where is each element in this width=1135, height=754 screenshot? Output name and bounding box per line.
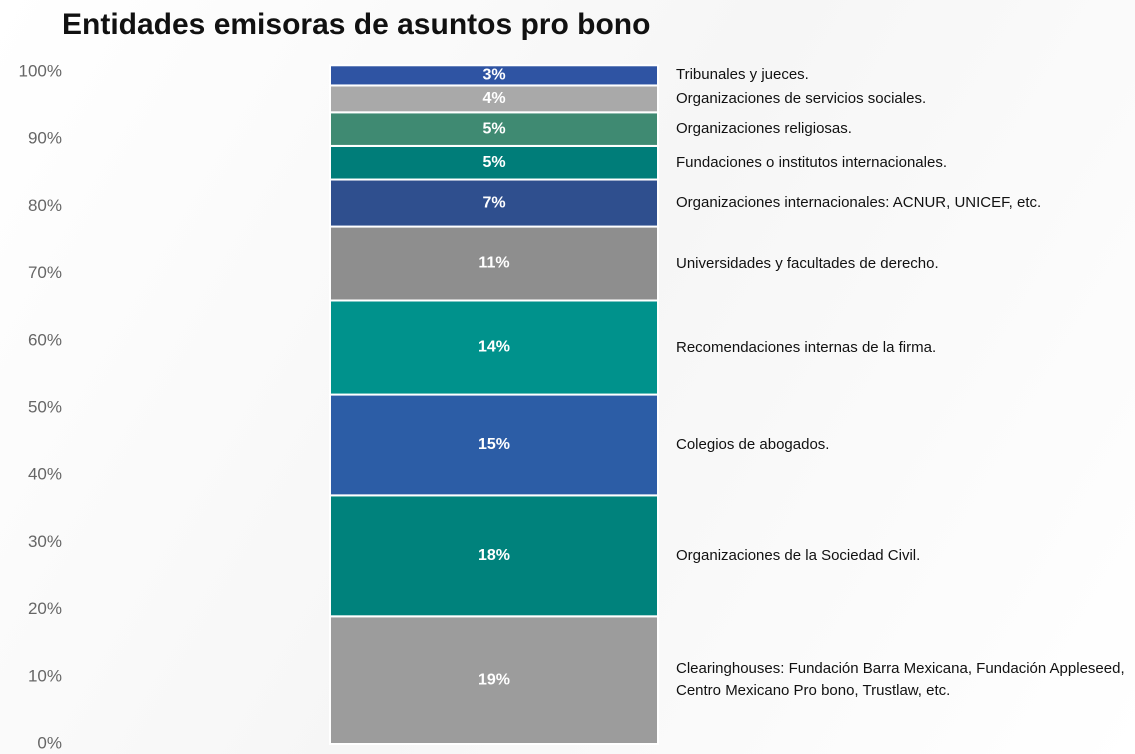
value-label: 7%	[482, 194, 505, 211]
bar-segment	[329, 64, 659, 87]
legend-label: Recomendaciones internas de la firma.	[676, 338, 937, 356]
y-tick-label: 100%	[19, 61, 62, 80]
legend-label: Organizaciones religiosas.	[676, 120, 852, 138]
y-tick-label: 80%	[28, 196, 62, 215]
bar-segment	[329, 84, 659, 114]
value-label: 14%	[478, 339, 510, 356]
y-tick-label: 30%	[28, 532, 62, 551]
legend-label: Organizaciones de la Sociedad Civil.	[676, 546, 921, 564]
bar-segment	[329, 178, 659, 228]
y-tick-label: 60%	[28, 330, 62, 349]
value-label: 11%	[478, 255, 509, 272]
y-tick-label: 40%	[28, 465, 62, 484]
value-label: 19%	[478, 671, 510, 688]
bar-segment	[329, 299, 659, 396]
y-tick-label: 20%	[28, 599, 62, 618]
y-tick-label: 70%	[28, 263, 62, 282]
bar-segment	[329, 144, 659, 181]
y-tick-label: 50%	[28, 397, 62, 416]
value-label: 5%	[482, 154, 505, 171]
legend-label: Organizaciones internacionales: ACNUR, U…	[676, 194, 1042, 212]
legend-label: Organizaciones de servicios sociales.	[676, 89, 927, 107]
value-label: 5%	[482, 120, 505, 137]
value-label: 3%	[482, 67, 505, 84]
legend-label: Colegios de abogados.	[676, 435, 830, 453]
value-label: 4%	[482, 90, 505, 107]
legend-label: Universidades y facultades de derecho.	[676, 254, 939, 272]
legend-label: Fundaciones o institutos internacionales…	[676, 153, 947, 171]
y-tick-label: 0%	[37, 733, 62, 752]
bar-segment	[329, 393, 659, 497]
chart-title: Entidades emisoras de asuntos pro bono	[62, 8, 651, 41]
legend-label: Clearinghouses: Fundación Barra Mexicana…	[676, 660, 1125, 700]
bar-segment	[329, 111, 659, 147]
bar-segment	[329, 615, 659, 746]
y-tick-label: 90%	[28, 129, 62, 148]
value-label: 18%	[478, 547, 510, 564]
legend-label: Tribunales y jueces.	[676, 66, 809, 84]
bar-segment	[329, 225, 659, 302]
y-tick-label: 10%	[28, 666, 62, 685]
value-label: 15%	[478, 436, 510, 453]
